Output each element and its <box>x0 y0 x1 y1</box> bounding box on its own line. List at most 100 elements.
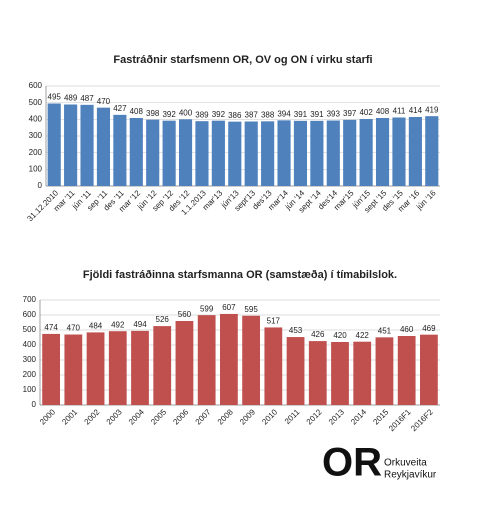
data-label: 470 <box>97 97 111 106</box>
x-tick-label: 2007 <box>194 407 213 426</box>
x-tick-label: 2012 <box>305 407 324 426</box>
data-label: 420 <box>333 331 347 340</box>
y-tick-label: 600 <box>23 310 37 319</box>
data-label: 607 <box>222 303 236 312</box>
bar <box>162 120 176 186</box>
x-tick-label: 2013 <box>327 407 346 426</box>
y-tick-label: 100 <box>29 164 43 173</box>
data-label: 398 <box>146 109 160 118</box>
bar <box>310 120 324 186</box>
x-tick-label: 2002 <box>83 407 102 426</box>
data-label: 414 <box>409 106 423 115</box>
data-label: 595 <box>244 305 258 314</box>
x-tick-label: 2014 <box>349 407 368 426</box>
bar <box>113 114 127 186</box>
logo-name: Orkuveita <box>384 458 427 469</box>
data-label: 517 <box>267 317 281 326</box>
bar <box>195 121 209 186</box>
y-tick-label: 600 <box>29 81 43 90</box>
y-tick-label: 700 <box>23 295 37 304</box>
bar <box>277 120 291 186</box>
bar <box>64 334 83 405</box>
data-label: 484 <box>89 322 103 331</box>
data-label: 394 <box>277 109 291 118</box>
x-tick-label: 2008 <box>216 407 235 426</box>
logo-mark: OR <box>322 441 382 485</box>
bar <box>375 118 390 186</box>
data-label: 389 <box>195 110 209 119</box>
data-label: 397 <box>343 109 357 118</box>
data-label: 560 <box>178 310 192 319</box>
bar <box>80 104 94 186</box>
x-tick-label: 2016F1 <box>387 407 413 433</box>
data-label: 422 <box>356 331 370 340</box>
data-label: 391 <box>294 110 308 119</box>
chart-title: Fastráðnir starfsmenn OR, OV og ON í vir… <box>113 54 372 66</box>
data-label: 426 <box>311 330 325 339</box>
data-label: 388 <box>261 110 275 119</box>
x-tick-label: 2004 <box>127 407 146 426</box>
data-label: 526 <box>156 315 170 324</box>
bar <box>420 334 438 405</box>
bar <box>397 336 416 405</box>
bar <box>264 327 283 405</box>
data-label: 487 <box>80 94 94 103</box>
bar <box>392 117 406 186</box>
bar <box>146 119 160 186</box>
bar <box>261 121 275 186</box>
data-label: 392 <box>162 110 176 119</box>
data-label: 419 <box>425 105 439 114</box>
x-tick-label: 2006 <box>171 407 190 426</box>
bar <box>228 121 242 186</box>
y-tick-label: 500 <box>29 98 43 107</box>
data-label: 402 <box>359 108 373 117</box>
bar <box>343 119 357 186</box>
data-label: 387 <box>245 111 259 120</box>
bar <box>408 117 422 186</box>
y-tick-label: 300 <box>29 131 43 140</box>
bar <box>153 326 172 405</box>
data-label: 391 <box>310 110 324 119</box>
data-label: 408 <box>130 107 144 116</box>
data-label: 495 <box>48 93 62 102</box>
bar <box>375 337 394 405</box>
data-label: 470 <box>67 324 81 333</box>
x-tick-label: 2000 <box>38 407 57 426</box>
bar <box>244 121 258 186</box>
data-label: 492 <box>111 320 125 329</box>
y-tick-label: 0 <box>38 181 43 190</box>
x-tick-label: 2010 <box>260 407 279 426</box>
data-label: 386 <box>228 111 242 120</box>
bar <box>108 331 127 405</box>
y-tick-label: 500 <box>23 325 37 334</box>
y-tick-label: 400 <box>23 340 37 349</box>
data-label: 599 <box>200 304 214 313</box>
data-label: 453 <box>289 326 303 335</box>
bar <box>353 341 372 405</box>
bar <box>326 120 340 186</box>
logo: OR Orkuveita Reykjavíkur <box>322 441 437 485</box>
bar <box>220 313 238 405</box>
y-tick-label: 0 <box>32 400 37 409</box>
data-label: 392 <box>212 110 226 119</box>
bar <box>242 315 260 405</box>
logo-name: Reykjavíkur <box>384 470 437 481</box>
bar <box>129 118 143 186</box>
x-tick-label: 2003 <box>105 407 124 426</box>
data-label: 393 <box>327 110 341 119</box>
x-tick-label: 2015 <box>371 407 390 426</box>
bar <box>197 315 216 405</box>
data-label: 460 <box>400 325 414 334</box>
data-label: 400 <box>179 108 193 117</box>
bar <box>293 120 308 186</box>
bar <box>331 342 349 405</box>
data-label: 494 <box>133 320 147 329</box>
bar <box>131 330 149 405</box>
bar <box>96 107 111 186</box>
y-tick-label: 300 <box>23 355 37 364</box>
y-tick-label: 400 <box>29 114 43 123</box>
bar <box>178 119 193 186</box>
x-tick-label: 2011 <box>283 407 302 426</box>
bar <box>286 337 305 405</box>
